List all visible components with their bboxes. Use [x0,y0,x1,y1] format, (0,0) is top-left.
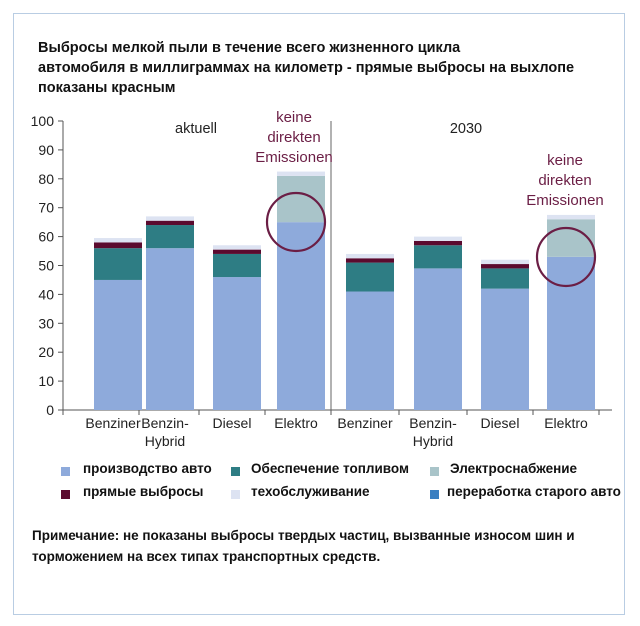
annotation-label: direkten [267,129,320,146]
x-category-label: Diesel [213,415,252,431]
legend-swatch-electricity [430,467,439,476]
bar-segment-direct [213,249,261,254]
annotation-circle [265,191,327,253]
bar-segment-production [346,291,394,410]
legend-label-direct: прямые выбросы [83,484,204,499]
y-tick-label: 30 [38,315,54,331]
x-category-label: Elektro [544,415,588,431]
bar-segment-direct [94,242,142,249]
x-category-label: Diesel [481,415,520,431]
x-category-label: Elektro [274,415,318,431]
bar-segment-maintenance [277,171,325,176]
bar-segment-maintenance [481,259,529,265]
group-label: aktuell [175,121,217,137]
chart-title: Выбросы мелкой пыли в течение всего жизн… [38,38,598,98]
bar-segment-fuel_supply [346,262,394,292]
bar-segment-electricity [277,175,325,223]
bar-segment-production [277,222,325,410]
bar-segment-production [481,288,529,410]
bar-segment-production [414,268,462,410]
bar-segment-fuel_supply [94,248,142,280]
bar-segment-maintenance [146,216,194,221]
footnote-line-1: Примечание: не показаны выбросы твердых … [32,528,575,543]
title-line-3: показаны красным [38,80,176,96]
bar-segment-production [547,256,595,410]
x-category-label: Hybrid [145,433,185,449]
footnote: Примечание: не показаны выбросы твердых … [32,525,622,567]
group-label: 2030 [450,121,482,137]
y-tick-label: 60 [38,229,54,245]
legend-swatch-maintenance [231,490,240,499]
legend-label-electricity: Электроснабжение [450,461,578,476]
legend-swatch-direct [61,490,70,499]
bar-segment-maintenance [346,253,394,259]
annotation-label: direkten [538,172,591,189]
legend-label-maintenance: техобслуживание [251,484,370,499]
y-tick-label: 0 [46,402,54,418]
y-tick-label: 50 [38,258,54,274]
x-category-label: Benziner [85,415,141,431]
legend-swatch-production [61,467,70,476]
y-tick-label: 20 [38,344,54,360]
x-category-label: Benzin- [141,415,189,431]
y-tick-label: 70 [38,200,54,216]
bar-segment-direct [146,220,194,226]
y-tick-label: 10 [38,373,54,389]
y-tick-label: 90 [38,142,54,158]
bar-segment-maintenance [94,238,142,243]
annotation-label: Emissionen [526,192,604,209]
annotation-label: keine [276,109,312,126]
bar-segment-direct [481,264,529,269]
bar-segment-fuel_supply [146,225,194,249]
y-tick-label: 80 [38,171,54,187]
title-line-2: автомобиля в миллиграммах на километр - … [38,60,575,76]
annotation-label: Emissionen [255,149,333,166]
title-line-1: Выбросы мелкой пыли в течение всего жизн… [38,40,461,56]
legend-swatch-fuel_supply [231,467,240,476]
x-category-label: Benzin- [409,415,457,431]
legend-label-production: производство авто [83,461,212,476]
footnote-line-2: торможением на всех типах транспортных с… [32,549,381,564]
legend-label-fuel_supply: Обеспечение топливом [251,461,409,476]
x-category-label: Benziner [337,415,393,431]
legend-swatch-recycling [430,490,439,499]
legend-label-recycling: переработка старого авто [447,484,621,499]
bar-segment-fuel_supply [213,253,261,278]
bar-segment-direct [414,240,462,246]
bar-segment-production [94,279,142,410]
y-tick-label: 100 [31,113,55,129]
bar-segment-production [213,277,261,410]
bar-segment-direct [346,258,394,263]
annotation-label: keine [547,152,583,169]
annotation-circle [535,226,597,288]
bar-segment-maintenance [213,245,261,250]
bar-segment-maintenance [547,214,595,220]
bar-segment-fuel_supply [414,245,462,269]
x-category-label: Hybrid [413,433,453,449]
bar-segment-production [146,248,194,410]
bar-segment-maintenance [414,236,462,241]
bar-segment-fuel_supply [481,268,529,289]
y-tick-label: 40 [38,286,54,302]
